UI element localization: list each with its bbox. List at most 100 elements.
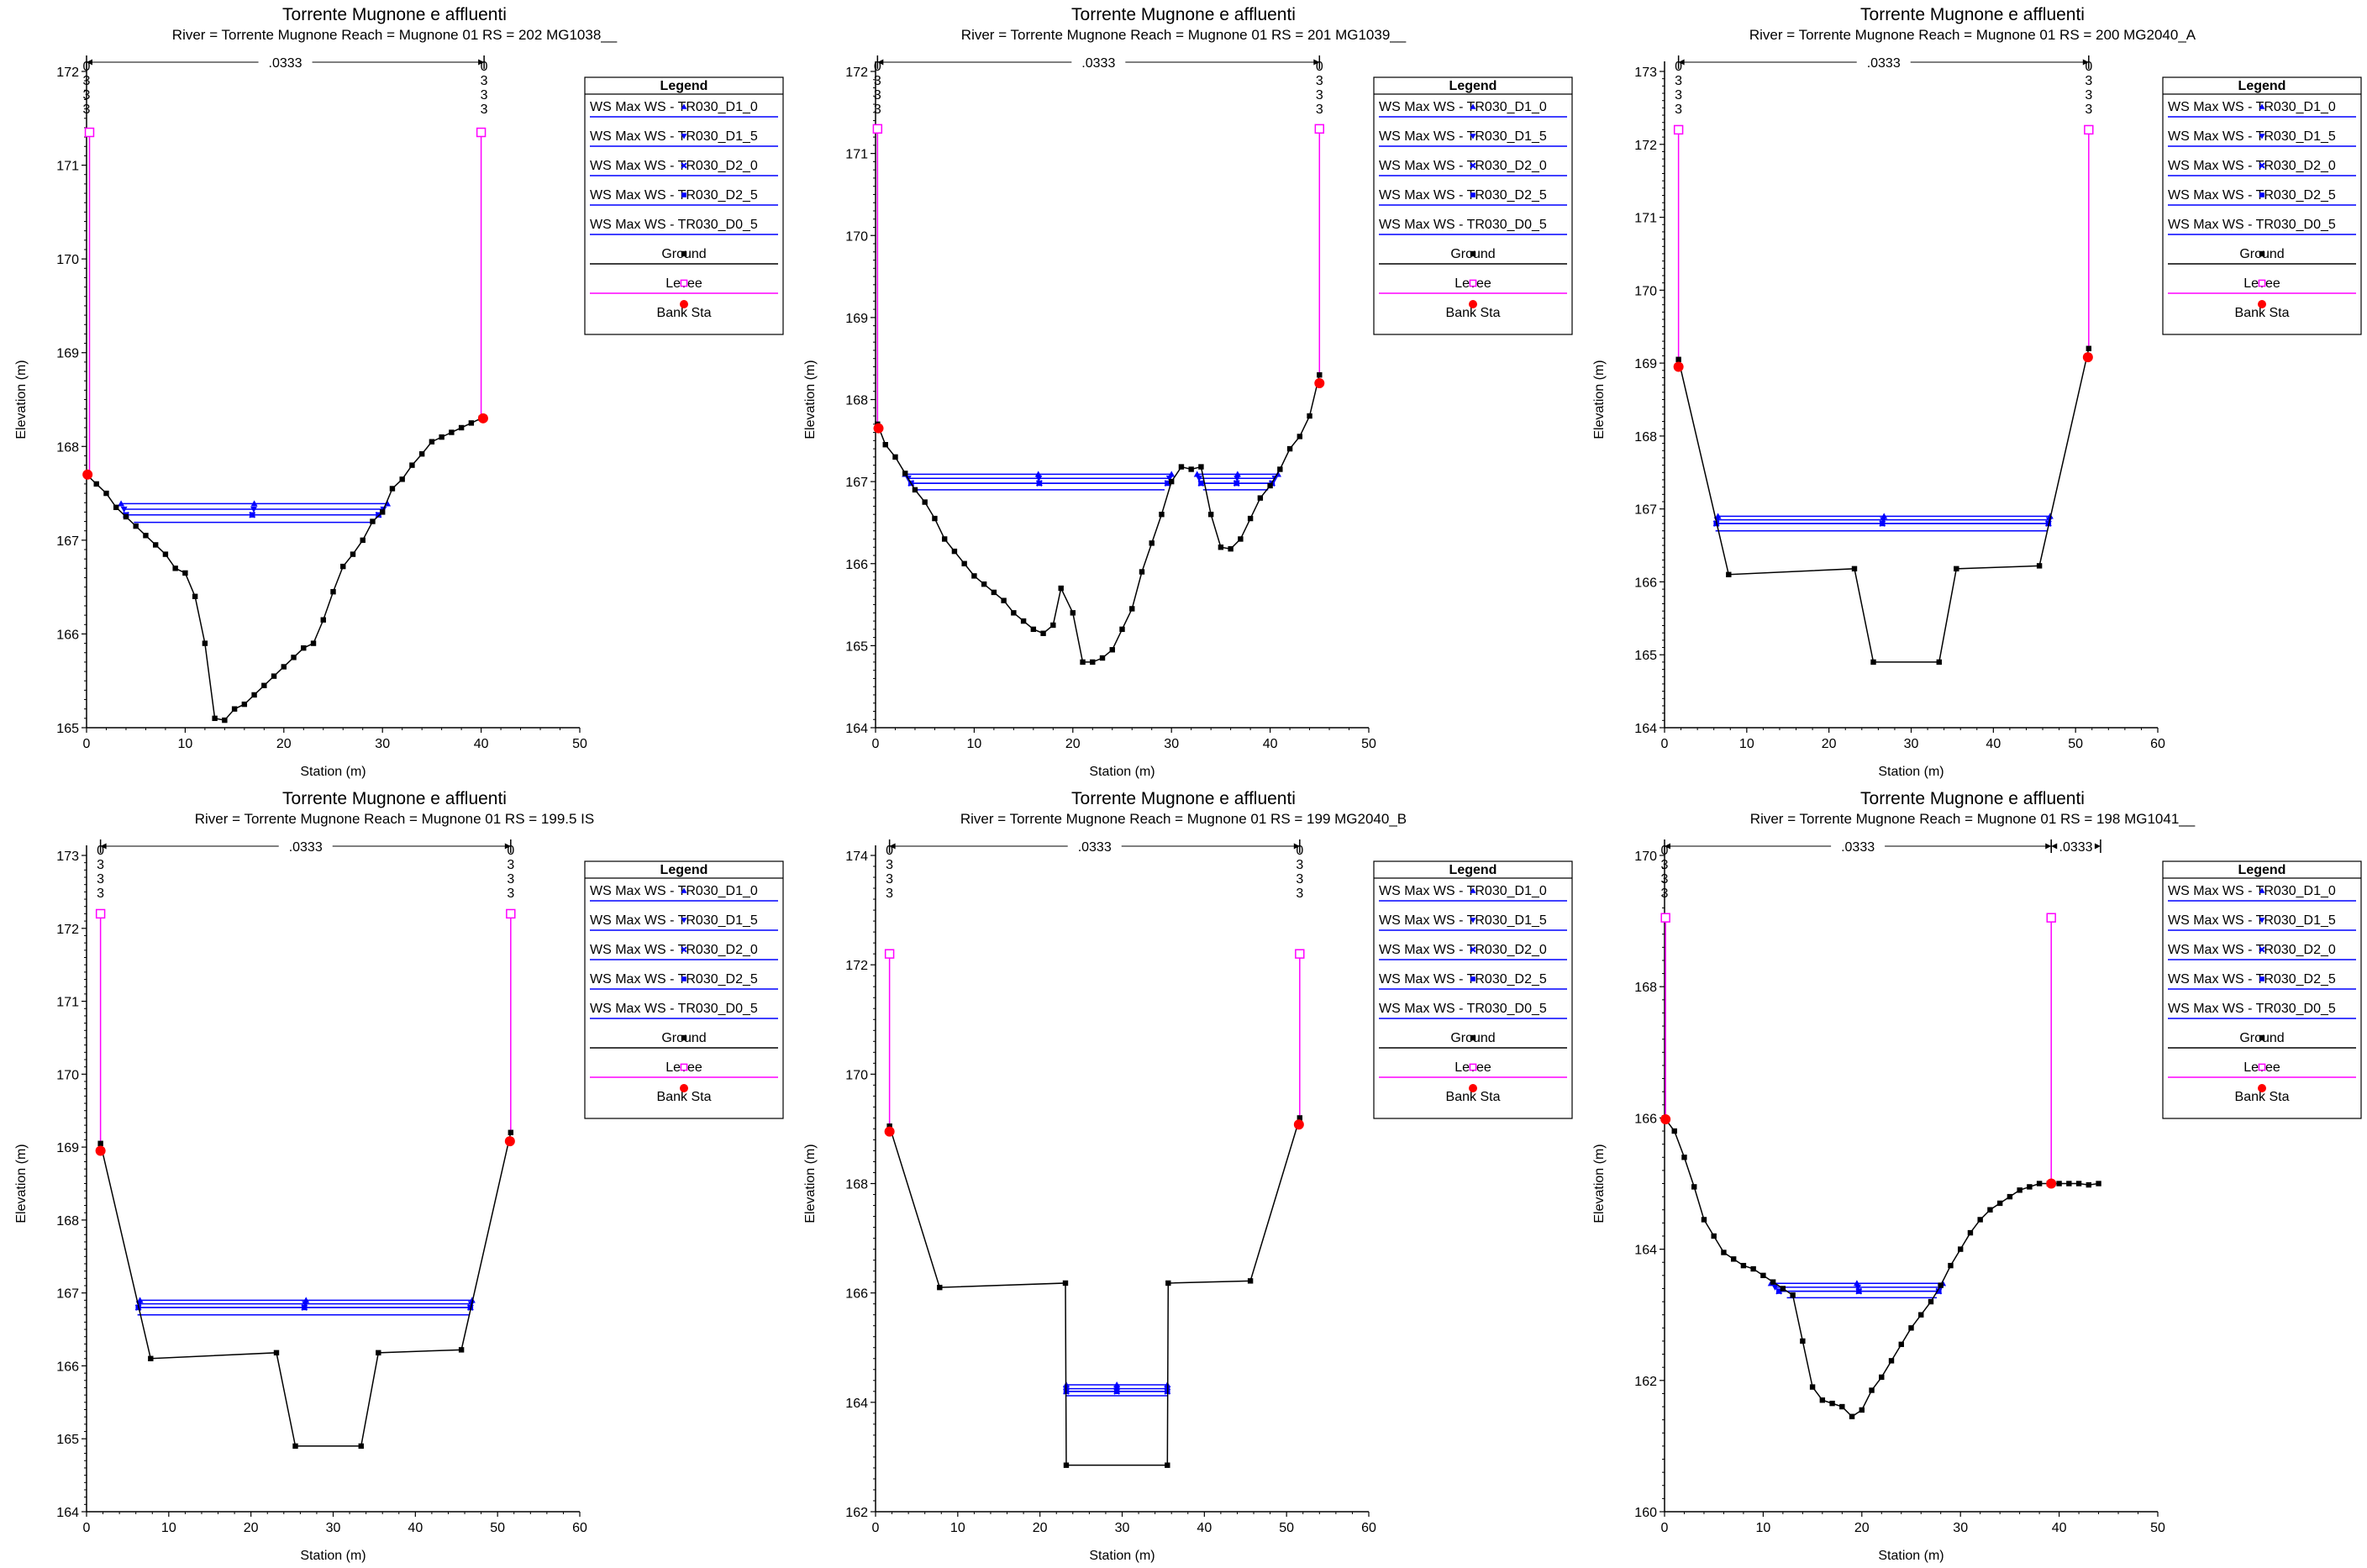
chart-subtitle: River = Torrente Mugnone Reach = Mugnone… [172,27,618,43]
roughness-label: .0333 [1841,840,1875,855]
roughness-digit: 3 [2085,103,2092,117]
ground-point [1050,622,1056,629]
x-tick-label: 20 [1822,737,1837,751]
cross-section-chart-5: Torrente Mugnone e affluenti River = Torr… [803,789,1573,1563]
ground-line [876,375,1321,663]
legend-marker [680,300,688,308]
legend-marker [1470,918,1476,923]
y-tick-label: 164 [1634,1244,1657,1258]
legend-marker [681,1034,687,1041]
legend-box [1373,860,1573,1119]
roughness-digit: 3 [97,858,104,872]
ground-point [2036,1181,2043,1187]
ground-point [1780,1286,1786,1292]
legend-marker [681,946,687,953]
x-axis-label: Station (m) [300,765,366,779]
ground-point [1726,571,1732,577]
legend-marker [681,162,687,169]
levee-marker [1660,913,1670,923]
ground-point [1928,1298,1934,1305]
roughness-arrow [87,59,92,66]
x-tick-label: 30 [375,737,390,751]
y-tick-label: 173 [56,850,79,864]
roughness-digit: 0 [2085,60,2092,74]
roughness-arrow [1665,843,1670,850]
roughness-arrow [1293,843,1300,850]
legend-marker [681,918,687,923]
roughness-digit: 3 [1316,74,1323,88]
ground-point [1207,511,1214,518]
ground-point [231,706,238,712]
legend-marker [2258,1084,2266,1092]
roughness-label: .0333 [269,56,302,71]
legend-marker [681,103,687,109]
ground-point [389,486,396,492]
x-stroke [681,946,687,953]
ground-point [1849,1413,1855,1419]
bank-station-marker [2046,1178,2057,1189]
chart-title: Torrente Mugnone e affluenti [1071,789,1296,808]
y-axis-label: Elevation (m) [14,1144,29,1223]
ground-point [152,542,159,548]
water-surface-marker [1193,471,1201,477]
ground-point [291,655,297,660]
water-surface-marker [1165,476,1173,482]
legend-box [2162,860,2362,1119]
roughness-digit: 3 [1316,88,1323,103]
legend-label: WS Max WS - TR030_D1_0 [1379,884,1547,898]
ground-point [439,434,444,440]
legend-marker [2259,918,2265,923]
water-surface-marker [1856,1288,1862,1294]
x-tick-label: 10 [161,1521,176,1535]
roughness-digit: 3 [886,887,893,901]
water-surface-marker [1233,480,1239,487]
x-tick-label: 30 [326,1521,341,1535]
ground-point [1188,466,1194,472]
roughness-digit: 3 [1675,88,1682,103]
levee-marker [884,949,895,959]
water-surface-marker [1775,1288,1782,1294]
y-axis-label: Elevation (m) [803,1144,818,1223]
legend-label: WS Max WS - TR030_D2_0 [590,943,758,957]
roughness-digit: 3 [886,858,893,872]
roughness-digit: 0 [97,844,104,858]
roughness-digit: 3 [1296,872,1303,887]
y-tick-label: 170 [56,1068,79,1082]
water-surface-marker [1854,1284,1862,1291]
y-tick-label: 171 [845,148,868,162]
roughness-digit: 3 [97,887,104,901]
water-surface-marker [118,500,125,507]
roughness-digit: 3 [2085,74,2092,88]
y-axis-label: Elevation (m) [14,360,29,439]
x-tick-label: 50 [1279,1521,1294,1535]
legend-marker [1470,976,1475,981]
ground-line [888,1118,1301,1466]
y-tick-label: 169 [56,1141,79,1155]
cross-section-chart-2: Torrente Mugnone e affluenti River = Torr… [803,5,1573,779]
roughness-arrow [2094,843,2101,850]
y-tick-label: 166 [56,1360,79,1374]
y-tick-label: 167 [56,1287,79,1302]
ground-point [886,1123,892,1129]
legend-box [584,76,784,335]
x-tick-label: 50 [2150,1521,2165,1535]
x-axis-label: Station (m) [1878,765,1944,779]
ground-line [86,416,485,721]
water-surface-marker [1771,1284,1779,1291]
ground-point [202,640,208,646]
x-tick-label: 10 [950,1521,965,1535]
x-tick-label: 50 [2068,737,2083,751]
bank-station-marker [95,1145,106,1156]
y-tick-label: 164 [56,1506,79,1520]
x-tick-label: 0 [1661,1521,1669,1535]
roughness-digit: 0 [507,844,514,858]
water-surface-marker [302,1304,308,1311]
y-tick-label: 170 [1634,850,1657,864]
ground-point [971,573,977,579]
legend: Legend WS Max WS - TR030_D1_0 WS Max WS - … [2162,860,2362,1119]
legend-label: WS Max WS - TR030_D0_5 [2168,1002,2336,1016]
chart-title: Torrente Mugnone e affluenti [282,789,507,808]
legend-marker [680,1063,688,1071]
x-tick-label: 50 [490,1521,505,1535]
roughness-label: .0333 [1078,840,1112,855]
